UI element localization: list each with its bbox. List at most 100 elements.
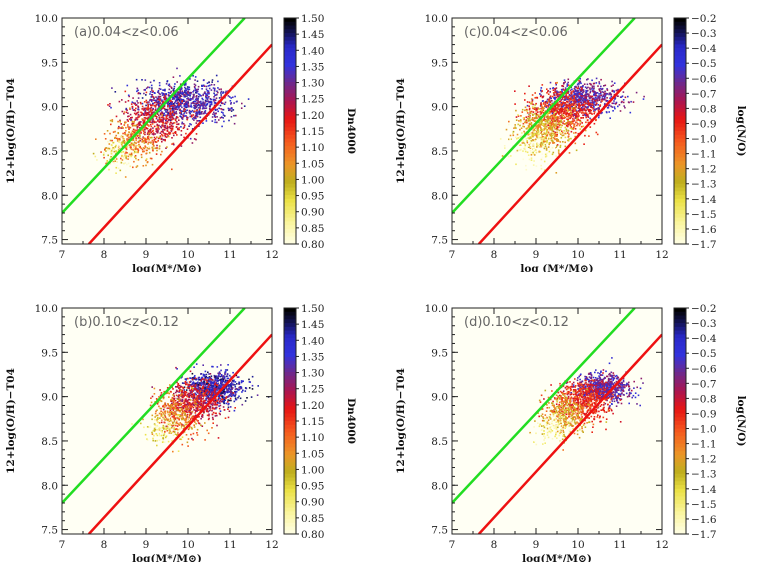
data-point bbox=[145, 141, 148, 143]
data-point bbox=[189, 112, 191, 115]
data-point bbox=[212, 385, 215, 387]
data-point bbox=[167, 101, 169, 104]
data-point bbox=[137, 97, 140, 99]
data-point bbox=[171, 168, 173, 171]
data-point bbox=[183, 386, 186, 388]
data-point bbox=[185, 112, 188, 114]
data-point bbox=[558, 111, 561, 113]
data-point bbox=[215, 377, 217, 379]
data-point bbox=[185, 115, 187, 117]
data-point bbox=[142, 150, 144, 153]
data-point bbox=[578, 99, 580, 101]
data-point bbox=[551, 139, 553, 142]
data-point bbox=[130, 155, 132, 157]
data-point bbox=[148, 121, 151, 123]
data-point bbox=[204, 387, 207, 389]
data-point bbox=[547, 131, 550, 134]
data-point bbox=[165, 119, 167, 122]
data-point bbox=[548, 136, 551, 138]
data-point bbox=[519, 144, 522, 146]
data-point bbox=[158, 84, 161, 87]
data-point bbox=[190, 114, 193, 117]
colorbar-segment bbox=[284, 70, 296, 76]
data-point bbox=[121, 145, 124, 147]
data-point bbox=[193, 83, 196, 86]
data-point bbox=[586, 99, 588, 101]
data-point bbox=[193, 117, 196, 120]
data-point bbox=[598, 97, 600, 99]
data-point bbox=[249, 381, 251, 383]
data-point bbox=[564, 145, 567, 148]
data-point bbox=[205, 120, 208, 122]
data-point bbox=[164, 132, 167, 135]
data-point bbox=[225, 379, 227, 382]
data-point bbox=[162, 100, 165, 103]
data-point bbox=[604, 95, 607, 97]
data-point bbox=[560, 92, 562, 95]
data-point bbox=[549, 103, 552, 106]
data-point bbox=[598, 82, 601, 85]
data-point bbox=[517, 114, 519, 116]
data-point bbox=[234, 393, 237, 396]
data-point bbox=[223, 393, 226, 396]
data-point bbox=[545, 132, 547, 134]
data-point bbox=[190, 91, 193, 94]
data-point bbox=[554, 98, 556, 101]
data-point bbox=[553, 91, 556, 94]
data-point bbox=[109, 158, 111, 161]
data-point bbox=[569, 98, 572, 101]
data-point bbox=[551, 119, 553, 121]
data-point bbox=[175, 95, 178, 97]
data-point bbox=[223, 115, 226, 117]
data-point bbox=[217, 379, 220, 382]
data-point bbox=[568, 109, 571, 111]
data-point bbox=[581, 86, 584, 88]
data-point bbox=[556, 116, 558, 118]
colorbar-segment bbox=[674, 183, 686, 189]
data-point bbox=[543, 144, 546, 147]
data-point bbox=[206, 377, 209, 379]
data-point bbox=[602, 91, 605, 94]
data-point bbox=[213, 376, 216, 379]
data-point bbox=[580, 125, 583, 128]
data-point bbox=[528, 118, 530, 120]
data-point bbox=[151, 87, 153, 89]
data-point bbox=[124, 142, 126, 145]
data-point bbox=[195, 95, 197, 98]
data-point bbox=[213, 394, 215, 397]
data-point bbox=[162, 138, 164, 141]
data-point bbox=[611, 80, 613, 83]
data-point bbox=[188, 92, 191, 95]
data-point bbox=[195, 122, 198, 124]
data-point bbox=[549, 97, 551, 99]
data-point bbox=[577, 107, 580, 109]
data-point bbox=[180, 93, 183, 95]
data-point bbox=[593, 87, 595, 89]
data-point bbox=[530, 154, 533, 156]
data-point bbox=[537, 107, 539, 109]
data-point bbox=[583, 108, 586, 110]
data-point bbox=[571, 94, 573, 96]
data-point bbox=[155, 128, 157, 130]
data-point bbox=[539, 105, 542, 107]
data-point bbox=[142, 119, 144, 121]
data-point bbox=[171, 137, 173, 139]
data-point bbox=[547, 93, 550, 95]
data-point bbox=[143, 101, 146, 103]
data-point bbox=[524, 109, 526, 112]
data-point bbox=[555, 87, 558, 89]
data-point bbox=[585, 112, 588, 115]
data-point bbox=[196, 102, 199, 105]
data-point bbox=[553, 104, 556, 107]
data-point bbox=[589, 88, 591, 91]
data-point bbox=[107, 140, 109, 143]
data-point bbox=[565, 109, 567, 112]
data-point bbox=[595, 77, 598, 80]
colorbar-segment bbox=[674, 138, 686, 143]
x-tick-label: 7 bbox=[59, 249, 66, 261]
data-point bbox=[527, 137, 530, 139]
data-point bbox=[567, 136, 570, 138]
data-point bbox=[208, 81, 210, 83]
data-point bbox=[158, 110, 160, 113]
data-point bbox=[95, 138, 97, 140]
